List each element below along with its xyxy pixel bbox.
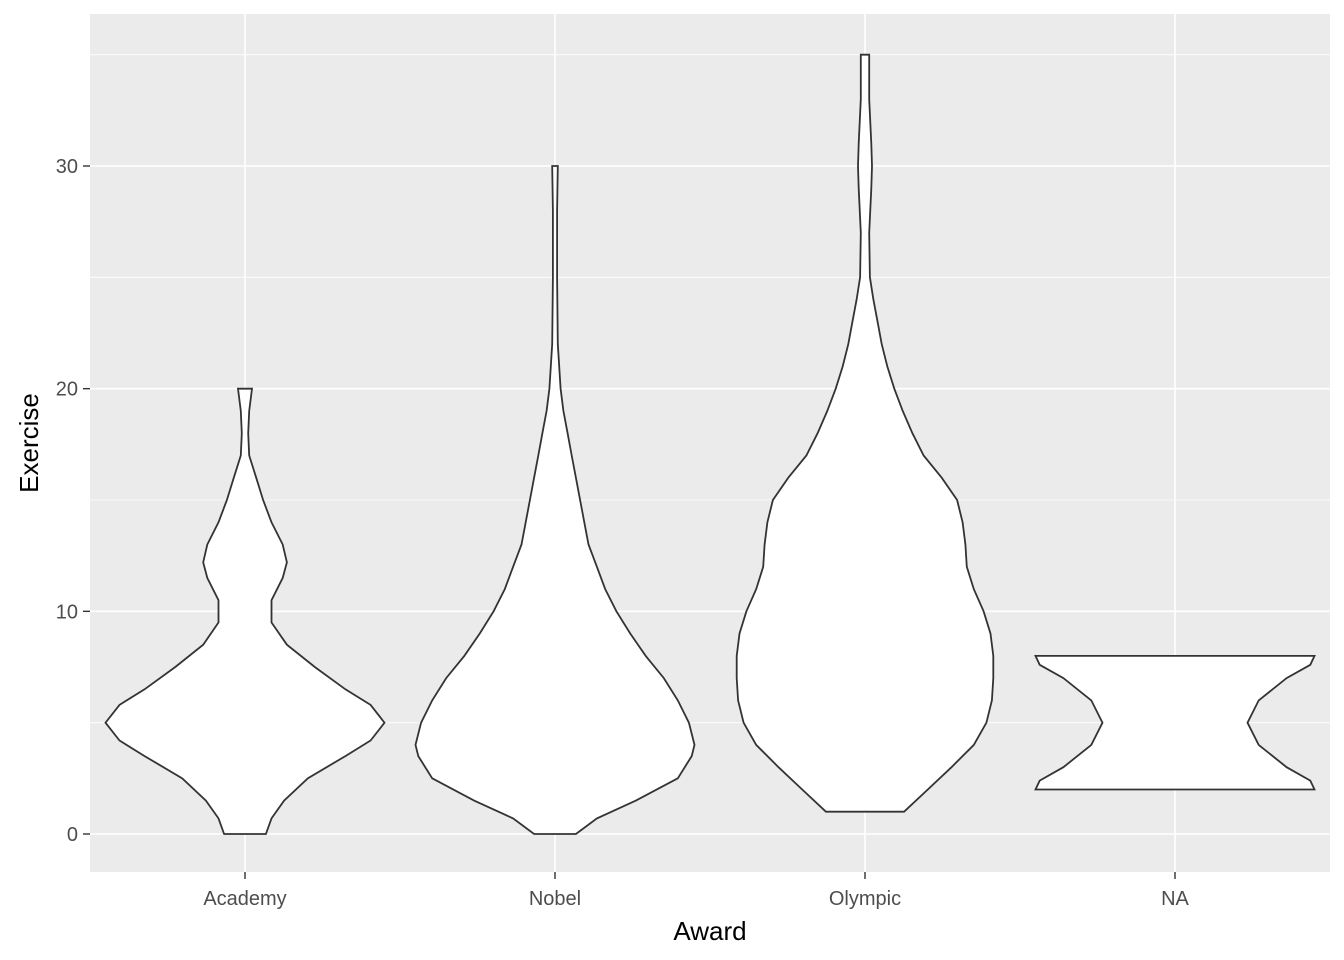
y-axis-ticks: 0 10 20 30 <box>56 156 90 846</box>
y-axis-title: Exercise <box>14 393 44 493</box>
violin-nobel <box>414 165 696 835</box>
violin-academy <box>104 387 386 835</box>
x-axis-title: Award <box>673 916 746 946</box>
y-tick-label: 20 <box>56 379 78 401</box>
y-tick-label: 30 <box>56 156 78 178</box>
violin-olympic <box>735 53 995 813</box>
x-axis-ticks: Academy Nobel Olympic NA <box>203 872 1190 910</box>
x-tick-label: Nobel <box>529 888 581 910</box>
x-tick-label: Olympic <box>829 888 901 910</box>
violin-na <box>1034 655 1316 791</box>
x-tick-label: NA <box>1161 888 1189 910</box>
x-tick-label: Academy <box>203 888 286 910</box>
violins <box>104 53 1316 835</box>
y-tick-label: 10 <box>56 601 78 623</box>
y-tick-label: 0 <box>67 824 78 846</box>
